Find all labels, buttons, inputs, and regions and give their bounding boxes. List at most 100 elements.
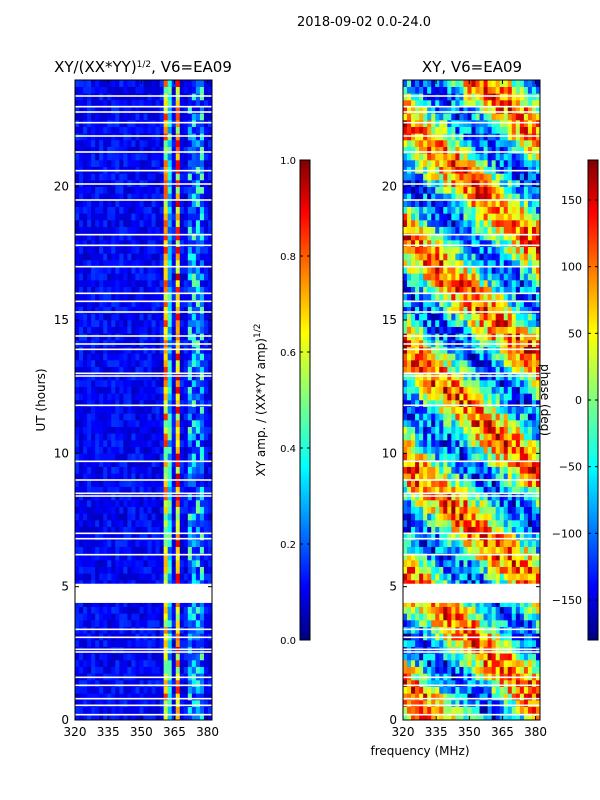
- heatmap-cell: [123, 540, 128, 547]
- heatmap-cell: [187, 626, 193, 634]
- heatmap-cell: [207, 313, 213, 321]
- heatmap-cell: [487, 700, 492, 707]
- heatmap-cell: [471, 506, 476, 514]
- heatmap-cell: [415, 700, 420, 707]
- heatmap-cell: [167, 386, 173, 394]
- heatmap-cell: [451, 486, 456, 494]
- heatmap-cell: [439, 566, 444, 574]
- heatmap-cell: [103, 426, 108, 434]
- heatmap-cell: [91, 513, 96, 521]
- heatmap-cell: [199, 333, 205, 341]
- heatmap-cell: [127, 466, 132, 474]
- heatmap-cell: [111, 193, 116, 201]
- heatmap-cell: [407, 606, 412, 614]
- heatmap-cell: [159, 233, 164, 241]
- heatmap-cell: [155, 273, 160, 281]
- heatmap-cell: [107, 153, 112, 161]
- flagged-row: [75, 121, 212, 124]
- heatmap-cell: [115, 300, 120, 307]
- flagged-row: [75, 375, 212, 377]
- heatmap-cell: [183, 520, 189, 527]
- heatmap-cell: [463, 533, 468, 541]
- heatmap-cell: [103, 653, 108, 661]
- heatmap-cell: [131, 686, 136, 694]
- heatmap-cell: [131, 206, 136, 214]
- heatmap-cell: [475, 473, 480, 481]
- heatmap-cell: [167, 500, 173, 507]
- heatmap-cell: [451, 613, 456, 621]
- heatmap-cell: [155, 393, 160, 401]
- heatmap-cell: [495, 653, 501, 661]
- heatmap-cell: [115, 360, 120, 367]
- heatmap-cell: [139, 133, 144, 141]
- heatmap-cell: [75, 426, 80, 434]
- heatmap-cell: [207, 133, 213, 141]
- heatmap-cell: [163, 360, 168, 367]
- heatmap-cell: [119, 493, 124, 501]
- heatmap-cell: [127, 700, 132, 707]
- heatmap-cell: [155, 260, 160, 267]
- heatmap-cell: [163, 706, 168, 714]
- heatmap-cell: [143, 366, 148, 374]
- heatmap-cell: [455, 713, 460, 721]
- heatmap-cell: [531, 413, 537, 421]
- heatmap-cell: [99, 640, 104, 647]
- heatmap-cell: [95, 213, 100, 221]
- heatmap-cell: [519, 533, 525, 541]
- heatmap-cell: [115, 86, 120, 94]
- heatmap-cell: [171, 520, 177, 527]
- heatmap-cell: [503, 713, 509, 721]
- heatmap-cell: [127, 360, 132, 367]
- heatmap-cell: [127, 420, 132, 427]
- heatmap-cell: [195, 446, 201, 454]
- heatmap-cell: [119, 433, 124, 441]
- heatmap-cell: [79, 666, 84, 674]
- heatmap-cell: [491, 493, 496, 501]
- heatmap-cell: [499, 453, 505, 461]
- heatmap-cell: [187, 386, 193, 394]
- heatmap-cell: [107, 266, 112, 274]
- heatmap-cell: [163, 400, 168, 407]
- title-superscript: 1/2: [253, 324, 263, 338]
- heatmap-cell: [175, 193, 181, 201]
- heatmap-cell: [123, 706, 128, 714]
- heatmap-cell: [403, 606, 408, 614]
- heatmap-cell: [151, 433, 156, 441]
- heatmap-cell: [155, 366, 160, 374]
- heatmap-cell: [447, 620, 452, 627]
- heatmap-cell: [195, 440, 201, 447]
- heatmap-cell: [87, 113, 92, 121]
- heatmap-cell: [515, 660, 521, 667]
- heatmap-cell: [523, 413, 529, 421]
- heatmap-cell: [523, 546, 529, 554]
- heatmap-cell: [535, 640, 541, 647]
- heatmap-cell: [143, 313, 148, 321]
- heatmap-cell: [203, 400, 209, 407]
- heatmap-cell: [487, 426, 492, 434]
- heatmap-cell: [123, 446, 128, 454]
- heatmap-cell: [407, 600, 412, 607]
- heatmap-cell: [167, 646, 173, 654]
- heatmap-cell: [147, 200, 152, 207]
- heatmap-cell: [431, 566, 436, 574]
- heatmap-cell: [83, 446, 88, 454]
- heatmap-cell: [99, 313, 104, 321]
- heatmap-cell: [175, 140, 181, 147]
- heatmap-cell: [503, 453, 509, 461]
- heatmap-cell: [455, 666, 460, 674]
- heatmap-cell: [135, 513, 140, 521]
- heatmap-cell: [131, 380, 136, 387]
- heatmap-cell: [151, 606, 156, 614]
- heatmap-cell: [207, 120, 213, 127]
- heatmap-cell: [187, 573, 193, 581]
- heatmap-cell: [459, 400, 464, 407]
- heatmap-cell: [203, 460, 209, 467]
- heatmap-cell: [179, 553, 185, 561]
- heatmap-cell: [131, 246, 136, 254]
- heatmap-cell: [171, 620, 177, 627]
- heatmap-cell: [479, 653, 484, 661]
- heatmap-cell: [199, 466, 205, 474]
- heatmap-cell: [203, 386, 209, 394]
- heatmap-cell: [103, 113, 108, 121]
- heatmap-cell: [163, 486, 168, 494]
